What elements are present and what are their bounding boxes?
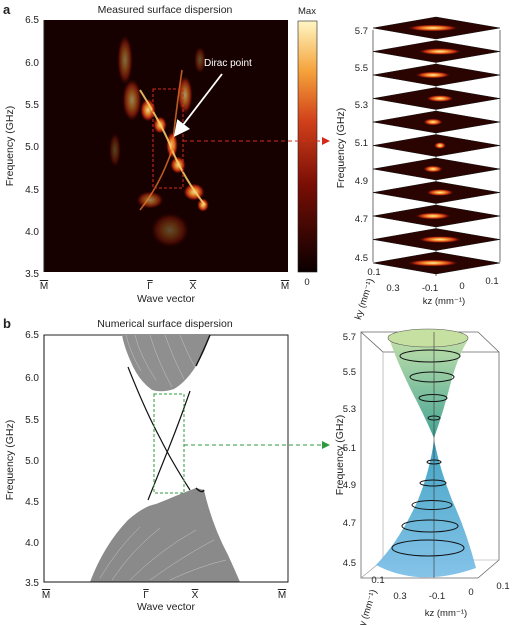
panel-b-letter: b xyxy=(3,316,11,331)
colorbar: Max 0 xyxy=(297,6,318,288)
dirac-point-label: Dirac point xyxy=(204,58,252,69)
slice-intensity-spot xyxy=(426,189,454,196)
panel-b: b Numerical surface dispersion 6.5 6.0 5… xyxy=(3,316,510,625)
panel-a-ytick: 6.0 xyxy=(25,58,39,69)
panel-a-xtick: M xyxy=(281,281,289,292)
stack-y-label: Frequency (GHz) xyxy=(335,108,347,189)
slice-intensity-spot xyxy=(423,165,443,173)
cone-ztick: 4.5 xyxy=(343,558,356,569)
panel-b-ytick: 6.0 xyxy=(25,373,39,384)
stack-ztick: 4.9 xyxy=(355,176,368,187)
cone-ky-label: ky (mm⁻¹) xyxy=(356,588,380,625)
panel-b-ytick: 4.5 xyxy=(25,497,39,508)
panel-b-x-axis: M Γ X M Wave vector xyxy=(42,590,286,613)
panel-b-x-label: Wave vector xyxy=(137,601,195,613)
panel-a-ytick: 3.5 xyxy=(25,269,39,280)
panel-a-y-axis: 6.5 6.0 5.5 5.0 4.5 4.0 3.5 Frequency (G… xyxy=(4,15,45,280)
cone-ky-tick: 0.1 xyxy=(371,575,384,586)
panel-a-y-label: Frequency (GHz) xyxy=(4,106,16,187)
dirac-region-box-b xyxy=(153,393,185,494)
stack-kz-label: kz (mm⁻¹) xyxy=(423,296,465,307)
colorbar-min-label: 0 xyxy=(304,277,309,288)
stack-ky-tick: 0.3 xyxy=(386,283,399,294)
cone-ztick: 5.7 xyxy=(343,332,356,343)
cone-ztick: 5.5 xyxy=(343,367,356,378)
panel-b-xtick: M xyxy=(42,590,50,601)
panel-a-title: Measured surface dispersion xyxy=(98,4,233,16)
cone-ztick: 5.3 xyxy=(343,404,356,415)
panel-b-title: Numerical surface dispersion xyxy=(97,318,233,330)
panel-b-y-label: Frequency (GHz) xyxy=(4,420,16,501)
measured-slice-stack: 5.7 5.5 5.3 5.1 4.9 4.7 4.5 Frequency (G… xyxy=(335,16,501,321)
panel-b-ytick: 5.0 xyxy=(25,456,39,467)
panel-b-ytick: 6.5 xyxy=(25,330,39,341)
cone-ky-tick: 0.3 xyxy=(393,591,406,602)
cone-ztick: 5.1 xyxy=(343,443,356,454)
panel-a-ytick: 5.5 xyxy=(25,100,39,111)
panel-a-xtick: M xyxy=(40,281,48,292)
panel-b-ytick: 4.0 xyxy=(25,538,39,549)
stack-ztick: 5.5 xyxy=(355,63,368,74)
cone-ztick: 4.7 xyxy=(343,518,356,529)
slice-intensity-spot xyxy=(418,48,462,55)
cone-y-label: Frequency (GHz) xyxy=(334,415,346,496)
stack-ztick: 5.7 xyxy=(355,26,368,37)
panel-a-xtick: Γ xyxy=(147,281,153,292)
stack-ztick: 5.3 xyxy=(355,100,368,111)
slice-intensity-spot xyxy=(415,71,451,79)
panel-b-y-axis: 6.5 6.0 5.5 5.0 4.5 4.0 3.5 Frequency (G… xyxy=(4,330,39,589)
panel-a-ytick: 6.5 xyxy=(25,15,39,26)
panel-a-letter: a xyxy=(3,2,11,17)
stack-ky-tick: 0.1 xyxy=(367,267,380,278)
slice-intensity-spot xyxy=(423,118,443,126)
stack-kz-tick: 0.1 xyxy=(485,276,498,287)
panel-b-ytick: 5.5 xyxy=(25,415,39,426)
panel-a-ytick: 4.5 xyxy=(25,185,39,196)
panel-a-xtick: X xyxy=(190,281,197,292)
panel-b-xtick: X xyxy=(192,590,199,601)
panel-a-ytick: 4.0 xyxy=(25,227,39,238)
slice-intensity-spot xyxy=(426,95,454,102)
panel-a-x-axis: M Γ X M Wave vector xyxy=(40,281,289,305)
panel-b-xtick: M xyxy=(278,590,286,601)
stack-ky-label: ky (mm⁻¹) xyxy=(353,277,377,321)
stack-kz-tick: -0.1 xyxy=(422,283,438,294)
stack-kz-tick: 0 xyxy=(459,281,464,292)
panel-b-ytick: 3.5 xyxy=(25,578,39,589)
dirac-point-arrow xyxy=(173,73,223,137)
slice-intensity-spot xyxy=(415,212,451,220)
cone-kz-tick: -0.1 xyxy=(429,591,445,602)
slice-intensity-spot xyxy=(407,24,459,32)
panel-b-xtick: Γ xyxy=(143,590,149,601)
stack-ztick: 5.1 xyxy=(355,138,368,149)
numerical-dispersion-plot xyxy=(43,334,289,583)
cone-kz-tick: 0.1 xyxy=(496,581,509,592)
stack-ztick: 4.5 xyxy=(355,253,368,264)
cone-ztick: 4.9 xyxy=(343,480,356,491)
dirac-cone-3d: 5.7 5.5 5.3 5.1 4.9 4.7 4.5 Frequency (G… xyxy=(334,328,510,625)
cone-kz-label: kz (mm⁻¹) xyxy=(425,608,467,619)
colorbar-max-label: Max xyxy=(298,6,316,17)
panel-a-x-label: Wave vector xyxy=(137,293,195,305)
measured-dispersion-heatmap xyxy=(44,20,288,272)
panel-a-ytick: 5.0 xyxy=(25,142,39,153)
dirac-region-box xyxy=(152,88,184,189)
cone-kz-tick: 0 xyxy=(468,587,473,598)
slice-intensity-spot xyxy=(418,236,462,243)
stack-ztick: 4.7 xyxy=(355,214,368,225)
panel-a: a Measured surface dispersion xyxy=(3,2,501,321)
slice-intensity-spot xyxy=(407,259,459,267)
slice-intensity-spot xyxy=(434,142,446,149)
